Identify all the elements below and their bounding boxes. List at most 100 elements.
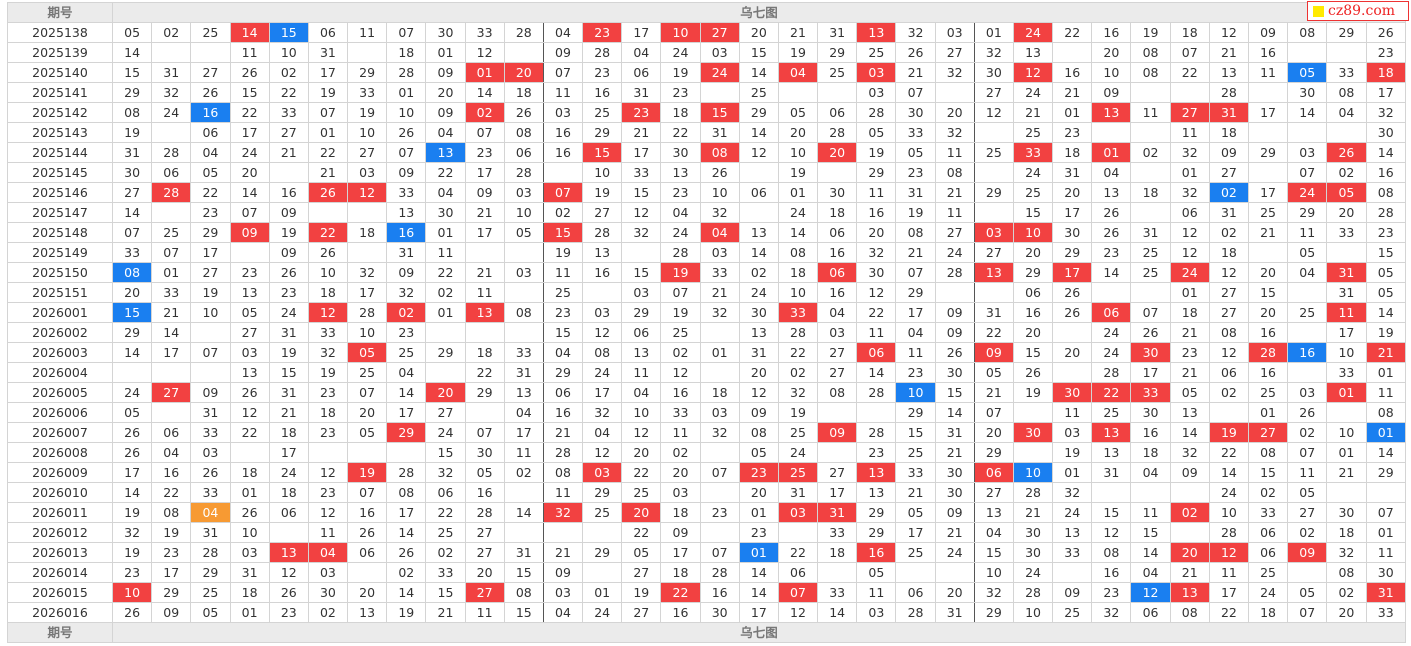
number-cell: 16: [542, 402, 584, 423]
number-cell: 16: [582, 262, 623, 283]
number-cell: 13: [1091, 442, 1132, 463]
number-cell: 11: [1130, 502, 1171, 523]
number-cell: 14: [1091, 262, 1132, 283]
highlighted-number-cell: 05: [347, 342, 388, 363]
number-cell: 32: [1169, 442, 1210, 463]
number-cell: 33: [1326, 62, 1367, 83]
period-cell: 2026012: [7, 522, 113, 543]
highlighted-number-cell: 04: [699, 222, 740, 243]
number-cell: 04: [1130, 462, 1171, 483]
number-cell: 24: [777, 202, 819, 223]
highlighted-number-cell: 33: [151, 202, 192, 223]
number-cell: 06: [817, 102, 858, 123]
number-cell: 20: [425, 82, 466, 103]
number-cell: 22: [1052, 22, 1093, 43]
number-cell: 04: [386, 362, 427, 383]
number-cell: 25: [621, 482, 662, 503]
highlighted-number-cell: 15: [699, 102, 740, 123]
number-cell: 27: [464, 522, 505, 543]
number-cell: 13: [1052, 522, 1093, 543]
number-cell: 29: [464, 382, 505, 403]
highlighted-number-cell: 02: [151, 42, 192, 63]
number-cell: 02: [307, 602, 349, 623]
highlighted-number-cell: 01: [1091, 142, 1132, 163]
highlighted-number-cell: 18: [151, 362, 192, 383]
number-cell: 18: [1130, 442, 1171, 463]
number-cell: 10: [973, 562, 1014, 583]
number-cell: 19: [307, 362, 349, 383]
highlighted-number-cell: 07: [1169, 522, 1210, 543]
number-cell: 26: [229, 382, 270, 403]
number-cell: 18: [1208, 122, 1249, 143]
highlighted-number-cell: 20: [699, 522, 740, 543]
number-cell: 23: [386, 322, 427, 343]
number-cell: 18: [699, 382, 740, 403]
highlighted-number-cell: 14: [229, 22, 270, 43]
highlighted-number-cell: 01: [621, 242, 662, 263]
number-cell: 06: [503, 142, 544, 163]
number-cell: 03: [542, 102, 584, 123]
highlighted-number-cell: 24: [542, 522, 584, 543]
highlighted-number-cell: 10: [1287, 362, 1328, 383]
highlighted-number-cell: 21: [1365, 342, 1406, 363]
number-cell: 04: [542, 602, 584, 623]
number-cell: 31: [1208, 202, 1249, 223]
number-cell: 27: [582, 202, 623, 223]
number-cell: 01: [151, 262, 192, 283]
number-cell: 01: [1052, 462, 1093, 483]
number-cell: 20: [1247, 262, 1289, 283]
number-cell: 25: [386, 342, 427, 363]
number-cell: 27: [111, 182, 153, 203]
number-cell: 14: [1287, 102, 1328, 123]
highlighted-number-cell: 31: [1208, 102, 1249, 123]
number-cell: 02: [1247, 482, 1289, 503]
number-cell: 07: [699, 462, 740, 483]
number-cell: 08: [386, 482, 427, 503]
number-cell: 33: [268, 102, 309, 123]
number-cell: 16: [1365, 162, 1406, 183]
number-cell: 05: [1287, 482, 1328, 503]
highlighted-number-cell: 27: [699, 22, 740, 43]
table-row: 2026004 32 18 09 13 15 19 25 04 08 22 31 29 24 11 12 03 2…: [7, 362, 1406, 383]
highlighted-number-cell: 01: [582, 562, 623, 583]
number-cell: 02: [1287, 422, 1328, 443]
logo-text: cz89.com: [1328, 3, 1396, 19]
number-cell: 26: [229, 62, 270, 83]
number-cell: 27: [1287, 502, 1328, 523]
number-cell: 10: [386, 102, 427, 123]
highlighted-number-cell: 31: [307, 442, 349, 463]
number-cell: 06: [895, 582, 936, 603]
highlighted-number-cell: 22: [1208, 402, 1249, 423]
number-cell: 23: [660, 82, 701, 103]
number-cell: 19: [1130, 22, 1171, 43]
number-cell: 05: [190, 162, 231, 183]
number-cell: 05: [856, 122, 897, 143]
number-cell: 07: [386, 22, 427, 43]
number-cell: 24: [1052, 502, 1093, 523]
number-cell: 08: [895, 222, 936, 243]
number-cell: 29: [1052, 242, 1093, 263]
number-cell: 22: [1208, 602, 1249, 623]
number-cell: 30: [1052, 222, 1093, 243]
number-cell: 14: [151, 322, 192, 343]
number-cell: 29: [111, 82, 153, 103]
highlighted-number-cell: 16: [386, 222, 427, 243]
number-cell: 14: [386, 582, 427, 603]
number-cell: 29: [895, 402, 936, 423]
number-cell: 24: [738, 282, 779, 303]
number-cell: 32: [699, 202, 740, 223]
number-cell: 31: [973, 302, 1014, 323]
number-cell: 11: [895, 342, 936, 363]
number-cell: 28: [699, 562, 740, 583]
number-cell: 19: [660, 62, 701, 83]
number-cell: 30: [464, 442, 505, 463]
site-logo[interactable]: cz89.com: [1307, 1, 1409, 21]
number-cell: 03: [229, 342, 270, 363]
number-cell: 16: [699, 582, 740, 603]
number-cell: 14: [111, 202, 153, 223]
number-cell: 01: [582, 582, 623, 603]
number-cell: 11: [934, 202, 975, 223]
number-cell: 02: [1208, 382, 1249, 403]
number-cell: 23: [190, 202, 231, 223]
highlighted-number-cell: 02: [1247, 82, 1289, 103]
